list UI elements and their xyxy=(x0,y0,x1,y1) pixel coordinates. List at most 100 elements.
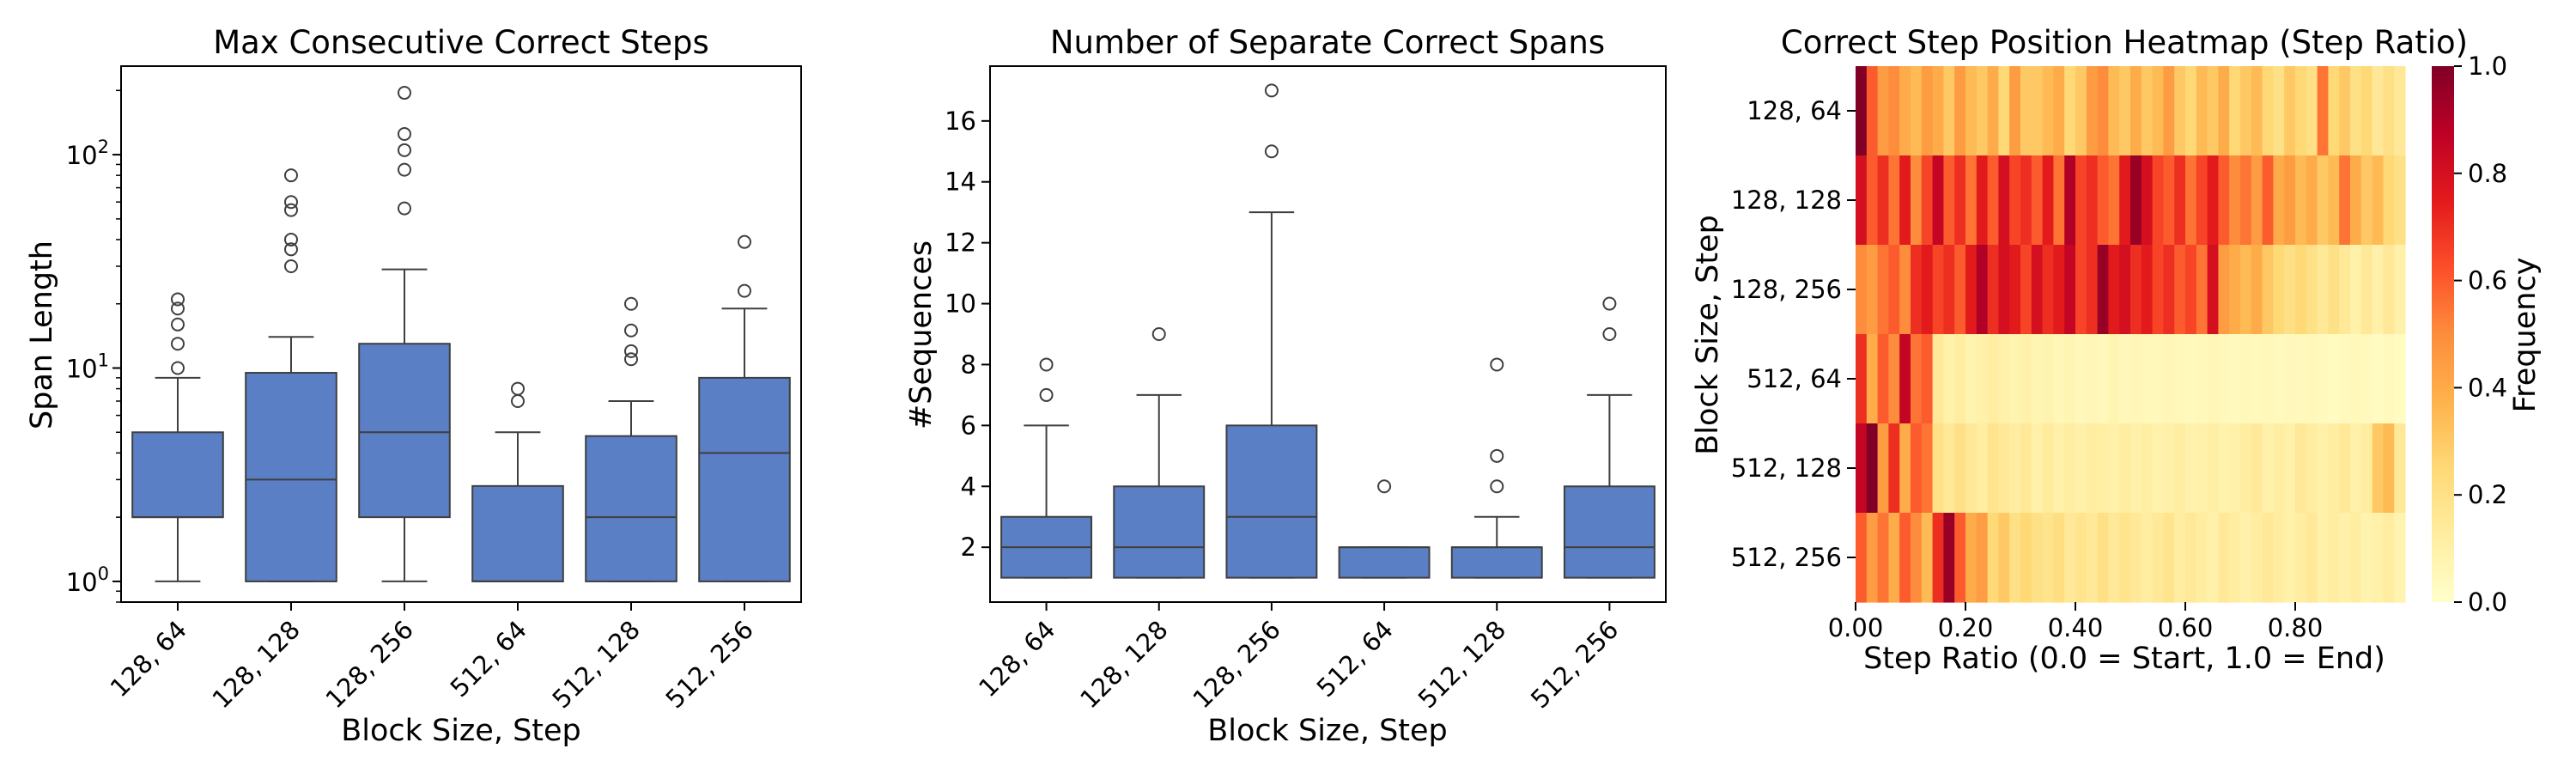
heatmap-cell xyxy=(2064,423,2076,514)
heatmap-cell xyxy=(1888,245,1900,335)
heatmap-cell xyxy=(2306,334,2318,424)
heatmap-cell xyxy=(1943,66,1955,156)
heatmap-cell xyxy=(2009,155,2021,246)
heatmap-row-1 xyxy=(1856,155,2406,246)
heatmap-cell xyxy=(2328,334,2340,424)
heatmap-cell xyxy=(1976,423,1989,514)
heatmap-cell xyxy=(2108,155,2120,246)
heatmap-cell xyxy=(2383,245,2395,335)
heatmap-cell xyxy=(2075,155,2087,246)
heatmap-cell xyxy=(2075,245,2087,335)
heatmap-cell xyxy=(2218,66,2230,156)
heatmap-row-5 xyxy=(1856,513,2406,603)
heatmap-cell xyxy=(2284,155,2296,246)
heatmap-cell xyxy=(1911,334,1923,424)
heatmap-cell xyxy=(2251,423,2263,514)
heatmap-cell xyxy=(2009,513,2021,603)
x-tick-label: 0.20 xyxy=(1938,613,1994,642)
heatmap-cell xyxy=(2031,245,2044,335)
heatmap-cell xyxy=(1987,66,1999,156)
x-tick-label: 128, 256 xyxy=(1188,615,1286,714)
heatmap-cell xyxy=(2130,334,2142,424)
heatmap-cell xyxy=(2119,66,2131,156)
heatmap-cell xyxy=(2360,513,2373,603)
heatmap-cell xyxy=(2383,423,2395,514)
heatmap-cell xyxy=(2218,423,2230,514)
heatmap-cell xyxy=(2163,245,2175,335)
heatmap-cell xyxy=(2141,245,2154,335)
heatmap-cell xyxy=(1987,155,1999,246)
heatmap-cell xyxy=(2273,66,2285,156)
heatmap-cell xyxy=(2339,334,2351,424)
heatmap-cell xyxy=(2196,155,2208,246)
x-tick-label: 128, 256 xyxy=(320,615,419,714)
heatmap-cell xyxy=(2372,423,2384,514)
heatmap-cell xyxy=(2350,66,2362,156)
heatmap-cell xyxy=(2152,155,2164,246)
heatmap-cell xyxy=(2053,66,2065,156)
heatmap-cell xyxy=(1976,66,1989,156)
outlier-point xyxy=(511,393,525,408)
heatmap-cell xyxy=(2163,334,2175,424)
heatmap-cell xyxy=(1965,423,1978,514)
heatmap-cell xyxy=(2086,513,2099,603)
heatmap-cell xyxy=(2119,423,2131,514)
outlier-point xyxy=(171,301,185,316)
heatmap-cell xyxy=(1998,334,2010,424)
heatmap-cell xyxy=(2295,423,2307,514)
heatmap-cell xyxy=(2141,423,2154,514)
box-iqr xyxy=(1113,485,1206,579)
heatmap-cell xyxy=(2141,334,2154,424)
heatmap-cell xyxy=(2042,423,2054,514)
outlier-point xyxy=(624,323,638,338)
heatmap-cell xyxy=(2240,66,2252,156)
heatmap-cell xyxy=(2317,245,2329,335)
heatmap-row-4 xyxy=(1856,423,2406,514)
heatmap-cell xyxy=(2383,66,2395,156)
heatmap-cell xyxy=(2152,423,2164,514)
x-tick-label: 128, 128 xyxy=(1074,615,1173,714)
heatmap-cell xyxy=(2306,245,2318,335)
heatmap-cell xyxy=(2360,423,2373,514)
heatmap-cell xyxy=(2394,245,2406,335)
heatmap-cell xyxy=(2075,423,2087,514)
x-tick-label: 0.00 xyxy=(1828,613,1884,642)
heatmap-cell xyxy=(2295,245,2307,335)
heatmap-cell xyxy=(1911,155,1923,246)
heatmap-cell xyxy=(2339,66,2351,156)
heatmap-cell xyxy=(2262,334,2274,424)
heatmap-cell xyxy=(2174,66,2186,156)
heatmap-cell xyxy=(2174,155,2186,246)
heatmap-cell xyxy=(1943,423,1955,514)
heatmap-cell xyxy=(1954,334,1966,424)
box-iqr xyxy=(245,372,337,582)
chart-separate-spans: Number of Separate Correct Spans 2 4 6 8 10 1… xyxy=(904,24,1667,748)
heatmap-cell xyxy=(2317,513,2329,603)
heatmap-cell xyxy=(1866,245,1879,335)
heatmap-cell xyxy=(2306,155,2318,246)
heatmap-cell xyxy=(2372,155,2384,246)
heatmap-cell xyxy=(2328,245,2340,335)
heatmap-cell xyxy=(2372,513,2384,603)
heatmap-cell xyxy=(2163,155,2175,246)
chart3-ylabel: Block Size, Step xyxy=(1691,215,1725,455)
y-tick-label: 101 xyxy=(66,350,109,384)
heatmap-cell xyxy=(2097,245,2109,335)
heatmap-cell xyxy=(2306,423,2318,514)
heatmap-cell xyxy=(1899,513,1911,603)
heatmap-cell xyxy=(2360,334,2373,424)
heatmap-cell xyxy=(1866,513,1879,603)
heatmap-cell xyxy=(2218,513,2230,603)
outlier-point xyxy=(398,143,411,157)
outlier-point xyxy=(624,296,638,311)
heatmap-cell xyxy=(2360,66,2373,156)
outlier-point xyxy=(1602,296,1617,311)
y-tick-label: 16 xyxy=(945,107,976,136)
colorbar-body xyxy=(2432,66,2454,602)
x-tick-label: 512, 128 xyxy=(547,615,646,714)
heatmap-cell xyxy=(2295,513,2307,603)
heatmap-cell xyxy=(2185,513,2197,603)
heatmap-cell xyxy=(1998,245,2010,335)
heatmap-cell xyxy=(1976,155,1989,246)
y-tick-label: 4 xyxy=(961,472,976,501)
